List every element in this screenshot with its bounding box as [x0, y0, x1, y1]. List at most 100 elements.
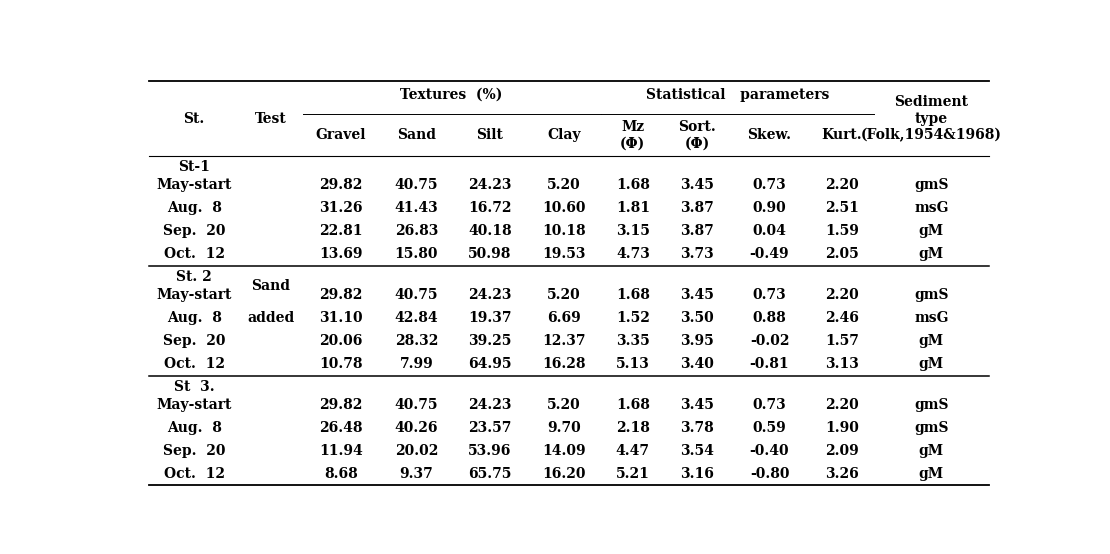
Text: 42.84: 42.84 [394, 311, 438, 325]
Text: added: added [248, 311, 294, 325]
Text: 40.75: 40.75 [394, 288, 438, 302]
Text: 0.88: 0.88 [753, 311, 787, 325]
Text: msG: msG [915, 201, 949, 215]
Text: Sep.  20: Sep. 20 [163, 334, 225, 348]
Text: 40.75: 40.75 [394, 398, 438, 412]
Text: 8.68: 8.68 [324, 467, 357, 481]
Text: 1.81: 1.81 [616, 201, 649, 215]
Text: Oct.  12: Oct. 12 [163, 247, 224, 261]
Text: Oct.  12: Oct. 12 [163, 357, 224, 371]
Text: 26.83: 26.83 [395, 224, 438, 238]
Text: Sort.
(Φ): Sort. (Φ) [678, 120, 716, 150]
Text: 0.59: 0.59 [753, 420, 787, 435]
Text: 40.26: 40.26 [394, 420, 438, 435]
Text: 24.23: 24.23 [468, 288, 512, 302]
Text: 5.13: 5.13 [616, 357, 649, 371]
Text: 29.82: 29.82 [320, 178, 363, 192]
Text: -0.81: -0.81 [749, 357, 789, 371]
Text: Mz
(Φ): Mz (Φ) [620, 120, 646, 150]
Text: Sand: Sand [252, 279, 291, 293]
Text: Aug.  8: Aug. 8 [166, 311, 222, 325]
Text: Sep.  20: Sep. 20 [163, 224, 225, 238]
Text: Skew.: Skew. [747, 128, 791, 142]
Text: gmS: gmS [915, 178, 949, 192]
Text: 3.87: 3.87 [680, 224, 714, 238]
Text: 3.26: 3.26 [825, 467, 859, 481]
Text: 4.73: 4.73 [616, 247, 649, 261]
Text: 11.94: 11.94 [320, 444, 363, 458]
Text: Sand: Sand [396, 128, 436, 142]
Text: 31.10: 31.10 [320, 311, 363, 325]
Text: 28.32: 28.32 [395, 334, 438, 348]
Text: 5.20: 5.20 [547, 398, 581, 412]
Text: Aug.  8: Aug. 8 [166, 201, 222, 215]
Text: 53.96: 53.96 [468, 444, 512, 458]
Text: 1.68: 1.68 [616, 178, 649, 192]
Text: 22.81: 22.81 [320, 224, 363, 238]
Text: 41.43: 41.43 [394, 201, 438, 215]
Text: 0.04: 0.04 [753, 224, 787, 238]
Text: 26.48: 26.48 [320, 420, 363, 435]
Text: 3.95: 3.95 [680, 334, 714, 348]
Text: 65.75: 65.75 [468, 467, 512, 481]
Text: St  3.: St 3. [174, 379, 214, 393]
Text: gmS: gmS [915, 288, 949, 302]
Text: 3.45: 3.45 [680, 288, 715, 302]
Text: 16.72: 16.72 [468, 201, 512, 215]
Text: gM: gM [919, 247, 944, 261]
Text: 3.54: 3.54 [680, 444, 715, 458]
Text: 0.73: 0.73 [753, 398, 787, 412]
Text: Oct.  12: Oct. 12 [163, 467, 224, 481]
Text: 10.18: 10.18 [542, 224, 586, 238]
Text: 39.25: 39.25 [468, 334, 512, 348]
Text: 3.78: 3.78 [680, 420, 714, 435]
Text: gM: gM [919, 467, 944, 481]
Text: -0.80: -0.80 [750, 467, 789, 481]
Text: 19.37: 19.37 [468, 311, 512, 325]
Text: St.: St. [183, 112, 204, 126]
Text: gmS: gmS [915, 420, 949, 435]
Text: 1.68: 1.68 [616, 398, 649, 412]
Text: 6.69: 6.69 [547, 311, 581, 325]
Text: Silt: Silt [476, 128, 504, 142]
Text: 3.73: 3.73 [680, 247, 714, 261]
Text: May-start: May-start [157, 398, 232, 412]
Text: 3.35: 3.35 [616, 334, 649, 348]
Text: 2.09: 2.09 [825, 444, 859, 458]
Text: Clay: Clay [547, 128, 581, 142]
Text: gM: gM [919, 357, 944, 371]
Text: 40.75: 40.75 [394, 178, 438, 192]
Text: 3.50: 3.50 [680, 311, 714, 325]
Text: 10.78: 10.78 [320, 357, 363, 371]
Text: 14.09: 14.09 [542, 444, 586, 458]
Text: 0.90: 0.90 [753, 201, 787, 215]
Text: gmS: gmS [915, 398, 949, 412]
Text: 2.20: 2.20 [825, 178, 859, 192]
Text: St-1: St-1 [179, 160, 210, 174]
Text: 29.82: 29.82 [320, 288, 363, 302]
Text: 64.95: 64.95 [468, 357, 512, 371]
Text: 2.20: 2.20 [825, 288, 859, 302]
Text: 16.20: 16.20 [542, 467, 585, 481]
Text: 2.46: 2.46 [825, 311, 859, 325]
Text: 29.82: 29.82 [320, 398, 363, 412]
Text: 12.37: 12.37 [542, 334, 585, 348]
Text: Aug.  8: Aug. 8 [166, 420, 222, 435]
Text: gM: gM [919, 334, 944, 348]
Text: gM: gM [919, 444, 944, 458]
Text: 9.70: 9.70 [547, 420, 581, 435]
Text: -0.49: -0.49 [749, 247, 789, 261]
Text: 2.20: 2.20 [825, 398, 859, 412]
Text: 10.60: 10.60 [542, 201, 585, 215]
Text: 19.53: 19.53 [542, 247, 585, 261]
Text: 3.45: 3.45 [680, 398, 715, 412]
Text: 24.23: 24.23 [468, 398, 512, 412]
Text: 1.57: 1.57 [825, 334, 859, 348]
Text: 0.73: 0.73 [753, 178, 787, 192]
Text: 1.59: 1.59 [825, 224, 859, 238]
Text: 5.20: 5.20 [547, 178, 581, 192]
Text: 40.18: 40.18 [468, 224, 512, 238]
Text: 50.98: 50.98 [468, 247, 512, 261]
Text: -0.40: -0.40 [749, 444, 789, 458]
Text: 2.18: 2.18 [616, 420, 649, 435]
